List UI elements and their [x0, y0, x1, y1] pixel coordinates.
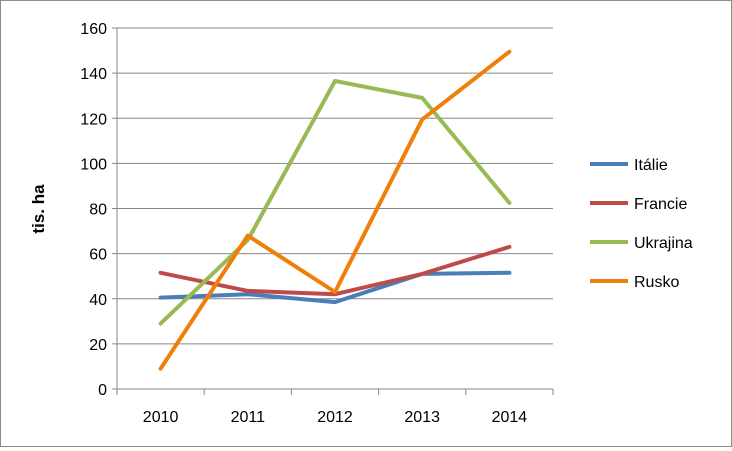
y-tick-label: 20 — [89, 337, 107, 354]
y-axis-label: tis. ha — [29, 184, 48, 234]
series-line-rusko — [158, 49, 512, 371]
x-tick-label: 2010 — [143, 409, 179, 426]
legend: Itálie Francie Ukrajina Rusko — [590, 157, 693, 291]
series-line-ukrajina — [158, 79, 512, 326]
legend-label: Itálie — [634, 157, 668, 174]
legend-label: Rusko — [634, 274, 679, 291]
series-lines — [158, 49, 512, 371]
gridlines — [117, 27, 553, 345]
y-tick-label: 140 — [80, 66, 107, 83]
y-tick-label: 80 — [89, 202, 107, 219]
x-tick-label: 2012 — [317, 409, 353, 426]
y-axis: 0 20 40 60 80 100 120 140 160 — [80, 21, 118, 399]
legend-label: Francie — [634, 196, 687, 213]
y-tick-label: 120 — [80, 111, 107, 128]
x-tick-label: 2014 — [492, 409, 528, 426]
y-tick-label: 40 — [89, 292, 107, 309]
series-line-itálie — [158, 270, 512, 305]
legend-label: Ukrajina — [634, 235, 693, 252]
x-tick-label: 2011 — [231, 409, 266, 426]
y-tick-label: 0 — [98, 382, 107, 399]
x-tick-label: 2013 — [404, 409, 440, 426]
y-tick-label: 160 — [80, 21, 107, 38]
series-line-francie — [158, 244, 512, 297]
x-axis: 2010 2011 2012 2013 2014 — [116, 388, 554, 426]
y-tick-label: 100 — [80, 156, 107, 173]
y-tick-label: 60 — [89, 247, 107, 264]
